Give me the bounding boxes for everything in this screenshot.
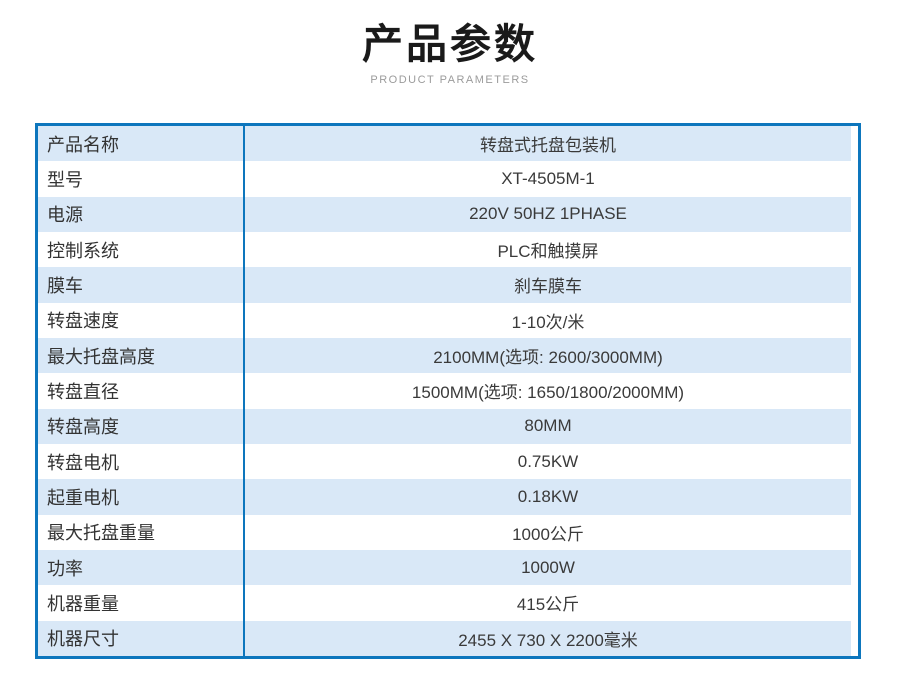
table-row: 机器尺寸 2455 X 730 X 2200毫米 xyxy=(38,620,851,656)
table-row: 起重电机 0.18KW xyxy=(38,479,851,515)
row-value: 2100MM(选项: 2600/3000MM) xyxy=(245,337,851,374)
table-row: 转盘直径 1500MM(选项: 1650/1800/2000MM) xyxy=(38,373,851,409)
row-label: 型号 xyxy=(38,161,245,197)
table-row: 转盘高度 80MM xyxy=(38,408,851,444)
row-label: 膜车 xyxy=(38,267,245,303)
row-value: 刹车膜车 xyxy=(245,267,851,303)
row-value: XT-4505M-1 xyxy=(501,168,595,188)
row-label: 最大托盘高度 xyxy=(38,337,245,374)
row-label: 机器重量 xyxy=(38,585,245,621)
row-label: 起重电机 xyxy=(38,479,245,515)
row-label: 电源 xyxy=(38,196,245,232)
row-label: 转盘直径 xyxy=(38,373,245,409)
row-value: 2455 X 730 X 2200毫米 xyxy=(245,620,851,656)
table-row: 型号 XT-4505M-1 xyxy=(38,161,851,197)
table-row: 转盘速度 1-10次/米 xyxy=(38,302,851,338)
row-value: 220V 50HZ 1PHASE xyxy=(245,196,851,232)
table-row: 最大托盘重量 1000公斤 xyxy=(38,514,851,550)
page-subtitle: PRODUCT PARAMETERS xyxy=(370,74,530,87)
row-value: 1500MM(选项: 1650/1800/2000MM) xyxy=(411,383,685,403)
table-row: 最大托盘高度 2100MM(选项: 2600/3000MM) xyxy=(38,337,851,374)
row-value: 1-10次/米 xyxy=(511,312,585,332)
row-value: 0.75KW xyxy=(517,451,579,471)
parameters-table: 产品名称 转盘式托盘包装机 型号 XT-4505M-1 电源 220V 50HZ… xyxy=(35,123,861,659)
row-label: 最大托盘重量 xyxy=(38,514,245,550)
row-value: 80MM xyxy=(245,408,851,444)
table-row: 功率 1000W xyxy=(38,549,851,586)
table-row: 产品名称 转盘式托盘包装机 xyxy=(38,126,851,162)
table-row: 控制系统 PLC和触摸屏 xyxy=(38,231,851,268)
table-row: 转盘电机 0.75KW xyxy=(38,443,851,480)
row-label: 功率 xyxy=(38,549,245,586)
row-label: 产品名称 xyxy=(38,126,245,162)
row-label: 控制系统 xyxy=(38,231,245,268)
row-label: 转盘高度 xyxy=(38,408,245,444)
table-row: 膜车 刹车膜车 xyxy=(38,267,851,303)
row-value: 1000公斤 xyxy=(512,524,584,544)
row-value: 转盘式托盘包装机 xyxy=(245,126,851,162)
row-label: 转盘电机 xyxy=(38,443,245,480)
page-title: 产品参数 xyxy=(362,21,538,67)
row-value: 415公斤 xyxy=(516,595,580,615)
table-row: 机器重量 415公斤 xyxy=(38,585,851,621)
row-value: 1000W xyxy=(245,549,851,586)
row-label: 转盘速度 xyxy=(38,302,245,338)
row-label: 机器尺寸 xyxy=(38,620,245,656)
table-row: 电源 220V 50HZ 1PHASE xyxy=(38,196,851,232)
row-value: PLC和触摸屏 xyxy=(497,242,599,262)
row-value: 0.18KW xyxy=(245,479,851,515)
page-header: 产品参数 PRODUCT PARAMETERS xyxy=(0,20,900,86)
